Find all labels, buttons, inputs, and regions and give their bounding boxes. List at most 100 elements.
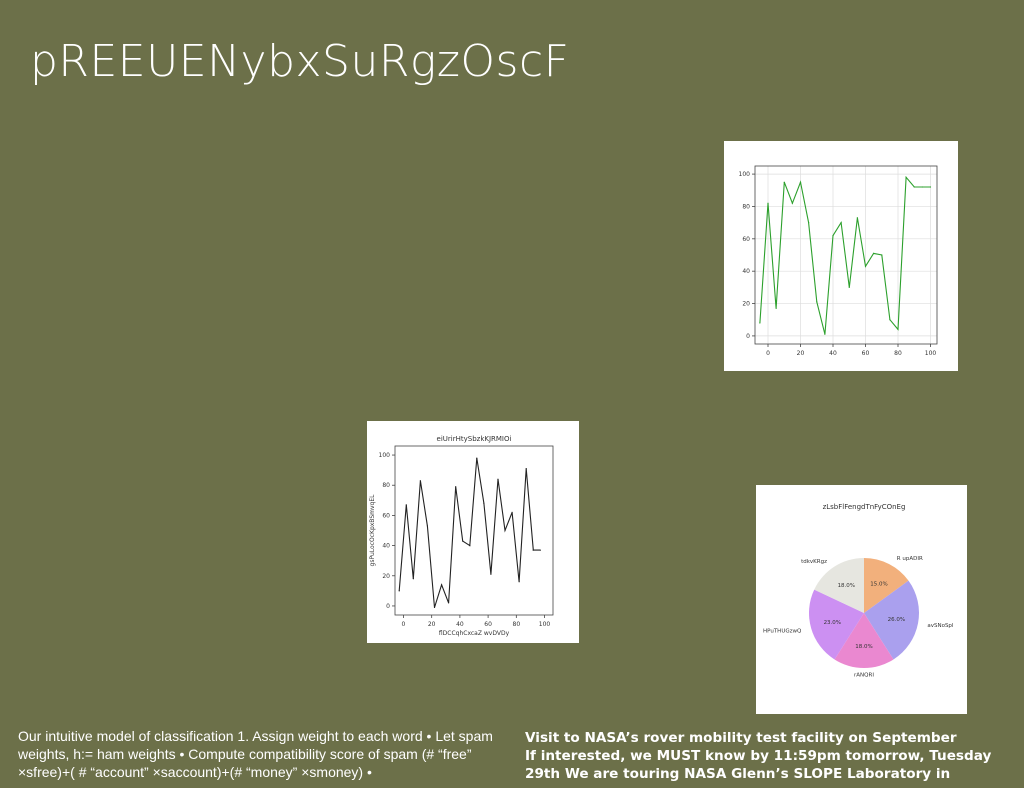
x-tick-label: 80 (894, 350, 902, 357)
pie-slice (808, 589, 864, 660)
data-point (848, 286, 850, 288)
pie-chart-svg: zLsbFlFengdTnFyCOnEg 15.0% R upADIR 26.0% av… (763, 503, 954, 679)
data-point (433, 606, 436, 609)
data-point (483, 502, 485, 504)
pie-label: HPuTHUGzwQ (763, 628, 802, 634)
data-point (873, 252, 875, 254)
data-point (405, 504, 407, 506)
plot-frame (394, 445, 554, 616)
pie-slice (834, 613, 894, 669)
data-point (448, 602, 450, 604)
line-chart-green-svg: 0 20 40 60 80 100 0 20 40 60 80 100 (739, 165, 938, 357)
pie-label: R upADIR (897, 556, 923, 562)
y-tick-label: 100 (379, 452, 391, 459)
data-point (824, 333, 826, 335)
y-tick-label: 40 (382, 543, 390, 550)
x-axis-label: flDCCqhCxcaZ wvDVDy (439, 630, 510, 637)
data-point (840, 222, 842, 224)
data-point (921, 186, 923, 188)
line-chart-green: 0 20 40 60 80 100 0 20 40 60 80 100 (724, 141, 958, 371)
pie-slice (814, 558, 864, 613)
x-tick-label: 60 (862, 350, 870, 357)
data-point (783, 181, 785, 183)
pie-value-label: 18.0% (855, 644, 872, 650)
data-point (398, 590, 400, 592)
data-point (412, 578, 414, 580)
body-right-line-3: 29th We are touring NASA Glenn’s SLOPE L… (525, 766, 951, 782)
data-point (490, 573, 492, 575)
y-tick-label: 100 (739, 171, 751, 178)
pie-value-label: 18.0% (838, 583, 855, 589)
data-point (791, 202, 793, 204)
data-point (455, 486, 457, 488)
pie-value-label: 15.0% (870, 582, 887, 588)
data-point (511, 511, 513, 513)
slide-title: pREEUENybxSuRgzOscF (30, 36, 570, 87)
chart-title: eiUrirHtySbzkKJRMIOi (437, 435, 512, 443)
y-tick-label: 80 (382, 482, 390, 489)
y-tick-label: 80 (742, 203, 750, 210)
pie-value-label: 23.0% (824, 620, 841, 626)
pie-slice (864, 580, 920, 660)
data-point (469, 544, 471, 547)
series-line (759, 175, 931, 335)
data-point (856, 217, 858, 219)
y-tick-label: 20 (742, 301, 750, 308)
data-point (525, 468, 527, 470)
data-point (440, 584, 443, 586)
x-tick-label: 60 (484, 621, 492, 628)
data-point (808, 222, 810, 224)
data-point (767, 202, 769, 204)
chart-title: zLsbFlFengdTnFyCOnEg (823, 503, 906, 511)
data-point (426, 525, 429, 527)
line-chart-black: 0 20 40 60 80 100 0 20 40 60 80 100 eiUrirHtySbzkKJR… (367, 421, 579, 643)
y-tick-label: 60 (742, 236, 750, 243)
data-point (518, 581, 520, 583)
pie-label: tdkvKRgz (801, 559, 827, 565)
data-point (864, 265, 867, 267)
y-tick-label: 0 (746, 333, 750, 340)
data-point (897, 328, 899, 331)
pie-slice (864, 558, 909, 613)
data-point (832, 234, 834, 237)
y-tick-label: 40 (742, 268, 750, 275)
x-tick-label: 0 (766, 350, 770, 357)
data-point (462, 540, 464, 542)
data-point (889, 319, 891, 321)
y-tick-label: 60 (382, 512, 390, 519)
x-tick-label: 100 (539, 621, 551, 628)
data-point (532, 549, 534, 551)
x-tick-label: 20 (797, 350, 805, 357)
x-tick-label: 0 (402, 621, 406, 628)
y-axis-label: gsPuLocOcKpxBSmvqEL (369, 494, 376, 567)
data-point (816, 301, 818, 303)
x-tick-label: 40 (456, 621, 464, 628)
data-point (419, 480, 421, 482)
data-point (929, 186, 932, 188)
pie-chart: zLsbFlFengdTnFyCOnEg 15.0% R upADIR 26.0% av… (756, 485, 967, 714)
pie-label: avSNoSpl (927, 623, 954, 629)
pie-value-label: 26.0% (888, 617, 905, 623)
x-tick-label: 80 (513, 621, 521, 628)
body-text-right: Visit to NASA’s rover mobility test faci… (525, 729, 1024, 783)
data-point (539, 549, 541, 551)
x-tick-label: 40 (829, 350, 837, 357)
data-point (799, 181, 802, 183)
pie-label: rANQRI (854, 673, 874, 679)
x-tick-label: 100 (925, 350, 937, 357)
data-point (497, 478, 499, 480)
data-point (905, 176, 907, 178)
data-point (476, 457, 478, 459)
body-right-line-1: Visit to NASA’s rover mobility test faci… (525, 730, 957, 746)
data-point (759, 322, 761, 324)
body-right-line-2: If interested, we MUST know by 11:59pm t… (525, 748, 992, 764)
data-point (504, 529, 506, 532)
data-point (775, 307, 777, 309)
y-tick-label: 20 (382, 573, 390, 580)
body-text-left: Our intuitive model of classification 1.… (18, 728, 493, 780)
plot-frame (754, 165, 938, 345)
data-point (913, 186, 915, 188)
line-chart-black-svg: 0 20 40 60 80 100 0 20 40 60 80 100 eiUrirHtySbzkKJR… (369, 435, 554, 637)
y-tick-label: 0 (386, 603, 390, 610)
data-point (881, 254, 883, 256)
